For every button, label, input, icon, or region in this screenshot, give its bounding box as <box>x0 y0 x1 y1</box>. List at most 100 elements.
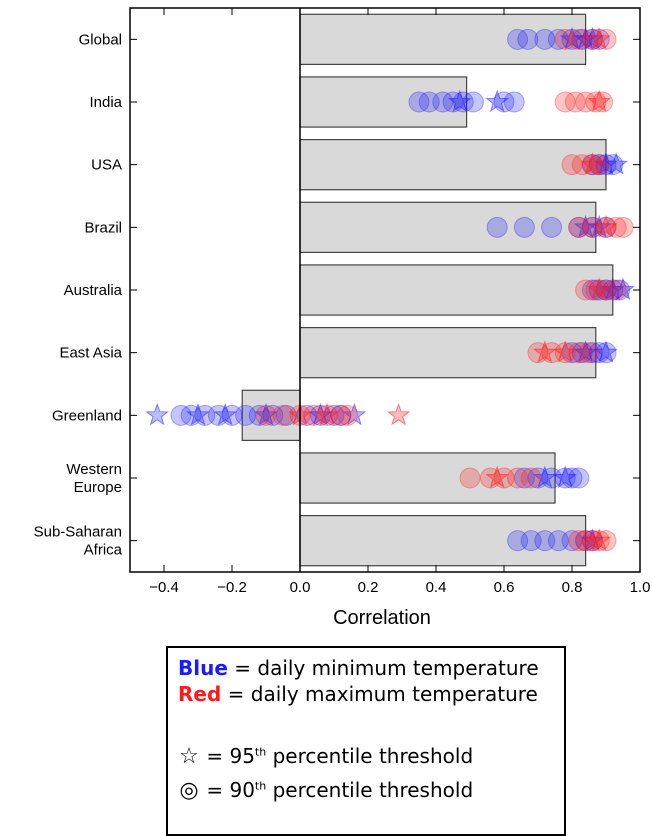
point-0-1-5 <box>462 91 484 113</box>
point-2-5-4 <box>578 342 600 364</box>
point-0-0-0 <box>507 28 529 50</box>
xtick-label-6: 0.8 <box>562 579 583 596</box>
bar-1 <box>299 76 468 128</box>
category-label-2: USA <box>91 157 122 174</box>
point-2-0-0 <box>554 28 576 50</box>
point-0-0-1 <box>517 28 539 50</box>
category-label-0: Global <box>79 31 122 48</box>
legend-red: Red = daily maximum temperature <box>178 682 538 706</box>
legend-star: ☆ = 95th percentile threshold <box>178 744 473 769</box>
point-2-1-1 <box>564 91 586 113</box>
point-2-6-0 <box>255 404 277 426</box>
point-2-1-0 <box>554 91 576 113</box>
point-0-3-2 <box>541 216 563 238</box>
bar-4 <box>299 264 614 316</box>
xtick-label-7: 1.0 <box>630 579 651 596</box>
point-0-3-0 <box>486 216 508 238</box>
point-0-8-1 <box>520 530 542 552</box>
legend-blue-word: Blue <box>178 656 228 680</box>
point-2-1-2 <box>575 91 597 113</box>
legend-star-post: percentile threshold <box>266 744 474 768</box>
star-point-3-6-2 <box>386 402 411 426</box>
bar-2 <box>299 139 607 191</box>
double-circle-icon: ◎ <box>179 778 199 803</box>
legend-star-pre: = 95 <box>200 744 255 768</box>
star-point-3-5-1 <box>553 340 578 363</box>
star-point-1-1-0 <box>447 89 472 113</box>
legend-circle-post: percentile threshold <box>266 778 474 802</box>
point-2-0-1 <box>568 28 590 50</box>
category-label-4: Australia <box>64 282 123 299</box>
star-point-1-5-1 <box>594 340 618 363</box>
bar-8 <box>299 514 587 567</box>
star-point-3-7-0 <box>485 465 510 489</box>
point-2-6-1 <box>272 404 294 426</box>
xtick-label-5: 0.6 <box>494 579 515 596</box>
point-0-7-0 <box>513 467 535 489</box>
bar-0 <box>299 13 587 66</box>
point-0-0-3 <box>547 28 569 50</box>
point-2-4-3 <box>605 279 627 301</box>
star-point-1-6-0 <box>145 402 170 426</box>
x-axis-label: Correlation <box>333 607 431 629</box>
star-point-1-4-1 <box>611 277 635 301</box>
legend-circle: ◎ = 90th percentile threshold <box>178 778 473 803</box>
xtick-label-4: 0.4 <box>426 579 447 596</box>
star-point-3-2-0 <box>580 152 605 175</box>
point-2-7-3 <box>507 467 529 489</box>
point-0-7-5 <box>568 467 590 489</box>
star-point-3-5-0 <box>532 340 557 363</box>
star-point-3-1-0 <box>587 89 612 113</box>
point-2-6-5 <box>330 404 352 426</box>
star-icon: ☆ <box>179 744 199 769</box>
star-point-1-1-1 <box>485 89 510 113</box>
point-0-1-2 <box>432 91 454 113</box>
xtick-label-0: −0.4 <box>149 579 179 596</box>
category-label-5: East Asia <box>59 345 122 362</box>
bar-3 <box>299 201 597 253</box>
point-2-8-1 <box>575 530 597 552</box>
star-point-3-8-0 <box>587 528 612 551</box>
legend-blue-text: = daily minimum temperature <box>227 656 539 680</box>
point-2-4-0 <box>575 279 597 301</box>
bar-6 <box>241 389 301 441</box>
point-0-1-1 <box>418 91 440 113</box>
point-0-1-7 <box>503 91 525 113</box>
star-point-1-6-5 <box>342 402 367 426</box>
point-0-8-0 <box>507 530 529 552</box>
point-0-1-0 <box>408 91 430 113</box>
category-label-8: Sub-Saharan Africa <box>34 524 123 559</box>
point-2-5-3 <box>568 342 590 364</box>
category-label-6: Greenland <box>52 407 122 424</box>
legend-red-word: Red <box>178 682 222 706</box>
star-point-1-7-1 <box>553 465 578 489</box>
bar-5 <box>299 327 597 379</box>
star-point-1-5-0 <box>573 340 598 363</box>
point-2-3-1 <box>581 216 603 238</box>
legend-blue: Blue = daily minimum temperature <box>178 656 539 680</box>
point-2-8-0 <box>568 530 590 552</box>
category-label-7: Western Europe <box>66 461 122 496</box>
point-0-6-5 <box>235 404 257 426</box>
star-point-1-6-2 <box>213 402 238 426</box>
legend-red-text: = daily maximum temperature <box>221 682 538 706</box>
star-point-3-6-1 <box>315 402 340 426</box>
star-point-3-4-0 <box>587 277 612 301</box>
point-0-8-2 <box>534 530 556 552</box>
star-point-3-3-0 <box>594 214 618 238</box>
star-point-1-6-1 <box>186 402 210 426</box>
legend-star-sup: th <box>254 745 267 759</box>
point-2-7-0 <box>459 467 481 489</box>
star-point-1-2-1 <box>604 152 629 175</box>
point-0-6-8 <box>275 404 297 426</box>
point-0-6-0 <box>170 404 192 426</box>
point-2-6-6 <box>337 404 359 426</box>
legend-circle-pre: = 90 <box>200 778 255 802</box>
category-label-3: Brazil <box>84 219 122 236</box>
legend-box: Blue = daily minimum temperature Red = d… <box>166 646 566 836</box>
star-point-1-7-0 <box>532 465 557 489</box>
point-2-3-4 <box>612 216 634 238</box>
point-0-8-3 <box>547 530 569 552</box>
point-2-2-0 <box>561 154 583 176</box>
point-2-7-4 <box>520 467 542 489</box>
